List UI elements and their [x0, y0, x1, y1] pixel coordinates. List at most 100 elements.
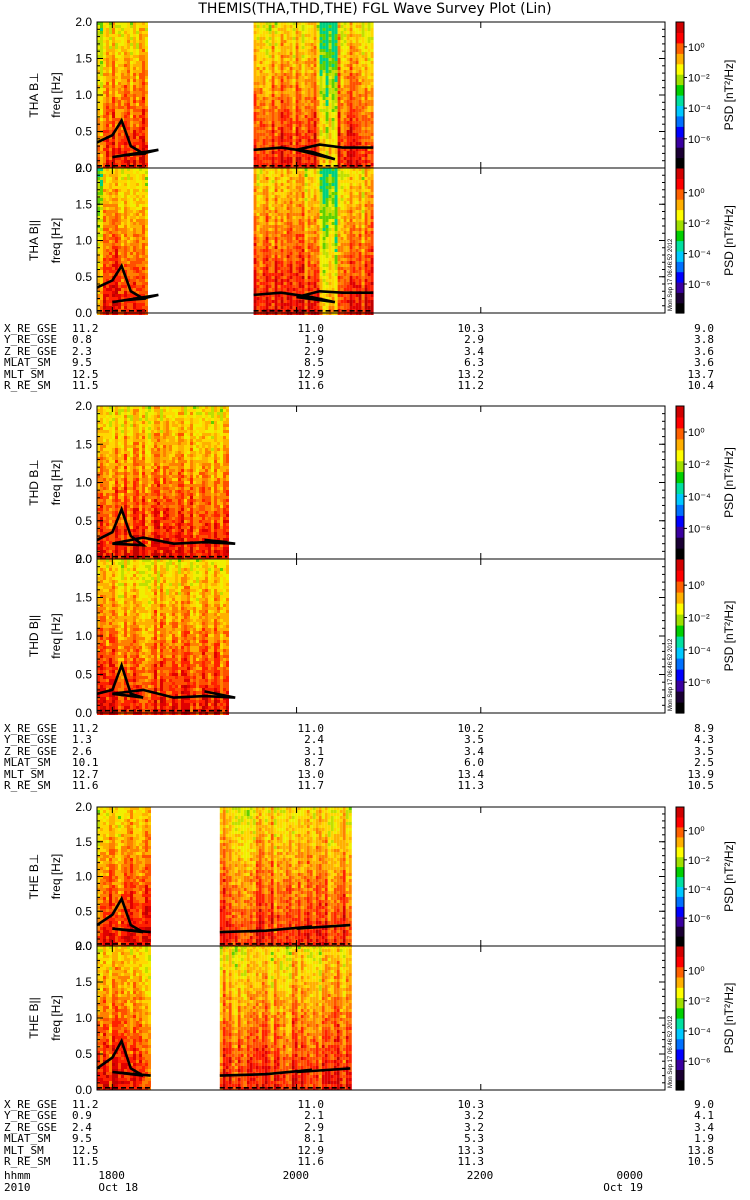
ephemeris-value: 13.8: [687, 1143, 715, 1157]
ephemeris-value: 10.3: [457, 322, 485, 335]
colorbar-tick-label: 10⁻⁴: [688, 103, 711, 115]
ephemeris-value: 1.9: [304, 333, 324, 347]
ephemeris-value: 2.9: [304, 344, 324, 358]
ephemeris-row-mlat_sm: MLAT_SM 10.1 8.7 6.0 2.5: [4, 757, 714, 769]
y-tick-label: 0.0: [75, 706, 92, 720]
y-tick-label: 0.5: [75, 125, 92, 139]
panel-frame: [96, 21, 666, 169]
ephemeris-value: 9.0: [694, 1098, 714, 1111]
ephemeris-value: 12.5: [72, 1143, 99, 1157]
date-label: Oct 18: [98, 1181, 139, 1194]
ephemeris-label: Z_RE_GSE: [4, 344, 57, 358]
y-tick-label: 2.0: [75, 399, 92, 413]
y-tick-label: 0.5: [75, 514, 92, 528]
ephemeris-value: 3.2: [464, 1109, 484, 1123]
ephemeris-value: 0.9: [72, 1109, 92, 1123]
mean-frequency-line: [253, 289, 374, 304]
ephemeris-label: MLT_SM: [4, 367, 44, 381]
colorbar-tick-label: 10⁻⁶: [688, 913, 711, 925]
ephemeris-value: 9.5: [72, 1132, 92, 1146]
panel-tha-perp: 0.0 0.5 1.0 1.5 2.0 THA B⊥ freq [Hz] 10⁰ 10⁻² 10⁻…: [27, 15, 736, 175]
ephemeris-value: 8.9: [694, 722, 714, 735]
colorbar-tick-label: 10⁻⁴: [688, 249, 711, 261]
ephemeris-label: R_RE_SM: [4, 379, 51, 392]
colorbar: 10⁰ 10⁻² 10⁻⁴ 10⁻⁶ PSD [nT²/Hz]: [675, 167, 736, 314]
timestamp-stamp: Mon Sep 17 06:46:52 2012: [668, 638, 674, 711]
y-tick-label: 1.5: [75, 52, 92, 66]
colorbar-tick-label: 10⁻²: [688, 459, 710, 471]
mean-frequency-line: [219, 1067, 351, 1077]
ephemeris-value: 8.7: [304, 756, 324, 770]
ephemeris-value: 1.3: [72, 733, 92, 747]
ephemeris-value: 11.2: [72, 322, 99, 335]
y-tick-label: 0.5: [75, 668, 92, 682]
colorbar-tick-label: 10⁻²: [688, 72, 710, 84]
y-axis-label: THE B⊥: [27, 854, 41, 900]
ephemeris-value: 3.6: [694, 344, 714, 358]
colorbar: 10⁰ 10⁻² 10⁻⁴ 10⁻⁶ PSD [nT²/Hz]: [675, 558, 736, 714]
ephemeris-value: 6.3: [464, 356, 484, 370]
colorbar-tick-label: 10⁻⁶: [688, 523, 711, 535]
ephemeris-value: 10.5: [687, 779, 715, 792]
colorbar-tick-label: 10⁻²: [688, 218, 710, 230]
ephemeris-label: X_RE_GSE: [4, 722, 57, 735]
time-tick-label: 2200: [466, 1169, 494, 1182]
colorbar-label: PSD [nT²/Hz]: [722, 447, 736, 518]
ephemeris-value: 13.2: [457, 367, 485, 381]
mean-frequency-line: [96, 1037, 151, 1077]
colorbar-tick-label: 10⁻⁴: [688, 884, 711, 896]
ephemeris-value: 2.3: [72, 344, 92, 358]
y-tick-label: 0.0: [75, 939, 92, 953]
colorbar-tick-label: 10⁻²: [688, 996, 710, 1008]
spectrogram-segment: [97, 946, 151, 1090]
mean-frequency-line: [96, 895, 151, 934]
colorbar: 10⁰ 10⁻² 10⁻⁴ 10⁻⁶ PSD [nT²/Hz]: [675, 21, 736, 169]
ephemeris-value: 13.4: [457, 767, 485, 781]
mean-frequency-line: [96, 117, 159, 159]
ephemeris-value: 5.3: [464, 1132, 484, 1146]
y-tick-label: 1.5: [75, 591, 92, 605]
y-tick-label: 1.0: [75, 88, 92, 102]
ephemeris-value: 11.2: [72, 722, 99, 735]
y-axis-unit: freq [Hz]: [49, 218, 63, 263]
colorbar-tick-label: 10⁻⁶: [688, 1056, 711, 1068]
ephemeris-row-z_re_gse: Z_RE_GSE 2.4 2.9 3.2 3.4: [4, 1120, 714, 1134]
ephemeris-label: R_RE_SM: [4, 779, 51, 792]
time-tick-labels: hhmm 1800 2000 2200 0000: [4, 1169, 714, 1182]
ephemeris-label: MLAT_SM: [4, 356, 51, 370]
ephemeris-label: MLAT_SM: [4, 1132, 51, 1146]
ephemeris-value: 2.9: [304, 1120, 324, 1134]
ephemeris-value: 3.1: [304, 744, 324, 758]
mean-frequency-line: [219, 923, 351, 934]
ephemeris-value: 3.4: [464, 744, 484, 758]
ephemeris-value: 3.2: [464, 1120, 484, 1134]
ephemeris-row-y_re_gse: Y_RE_GSE 1.3 2.4 3.5 4.3: [4, 734, 714, 746]
ephemeris-row-mlat_sm: MLAT_SM 9.5 8.1 5.3 1.9: [4, 1133, 714, 1145]
y-tick-label: 1.5: [75, 975, 92, 989]
spectrogram-segment: [219, 807, 352, 948]
colorbar-tick-label: 10⁰: [688, 188, 705, 200]
y-tick-label: 1.5: [75, 835, 92, 849]
colorbar: 10⁰ 10⁻² 10⁻⁴ 10⁻⁶ PSD [nT²/Hz]: [675, 806, 736, 947]
ephemeris-value: 6.0: [464, 756, 484, 770]
colorbar-tick-label: 10⁰: [688, 42, 705, 54]
spectrogram-segment: [97, 22, 148, 169]
mean-frequency-line: [96, 262, 159, 304]
year-label: 2010: [4, 1181, 31, 1194]
ephemeris-value: 11.6: [297, 379, 325, 392]
ephemeris-value: 12.9: [297, 367, 325, 381]
ephemeris-value: 10.5: [687, 1155, 715, 1168]
ephemeris-value: 3.4: [694, 1120, 714, 1134]
time-axis-label: hhmm: [4, 1169, 31, 1182]
y-axis-unit: freq [Hz]: [49, 72, 63, 117]
ephemeris-value: 13.0: [297, 767, 325, 781]
ephemeris-value: 9.5: [72, 356, 92, 370]
ephemeris-value: 11.6: [72, 779, 99, 792]
ephemeris-label: Y_RE_GSE: [4, 333, 57, 347]
colorbar: 10⁰ 10⁻² 10⁻⁴ 10⁻⁶ PSD [nT²/Hz]: [675, 945, 736, 1091]
spectrogram-segment: [97, 807, 151, 948]
ephemeris-value: 3.8: [694, 333, 714, 347]
ephemeris-value: 11.3: [457, 1155, 485, 1168]
